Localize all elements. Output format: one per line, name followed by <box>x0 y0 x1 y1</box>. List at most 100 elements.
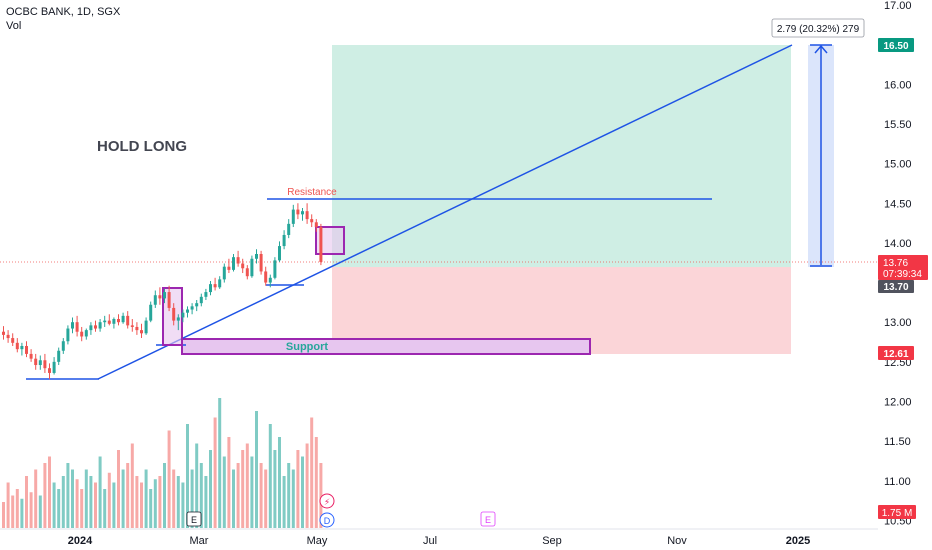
target-price-tag: 16.50 <box>878 38 914 52</box>
volume-bar <box>190 469 194 528</box>
candle-body <box>186 309 189 313</box>
candle-body <box>80 331 84 337</box>
last-price-tag: 13.76 07:39:34 <box>878 255 928 280</box>
candle-body <box>75 322 79 332</box>
measure-arrow-head <box>814 44 828 54</box>
volume-bar <box>167 430 171 528</box>
candle-body <box>287 223 291 235</box>
volume-bar <box>241 450 245 528</box>
volume-label: Vol <box>6 20 22 32</box>
volume-bar <box>66 463 70 528</box>
volume-bar <box>319 463 323 528</box>
volume-bar <box>25 476 28 528</box>
candle-body <box>34 358 38 366</box>
volume-bar <box>89 476 93 528</box>
earnings-marker-aug-label: E <box>485 515 491 525</box>
volume-bar <box>296 450 300 528</box>
earnings-marker-aug[interactable]: E <box>480 511 496 527</box>
volume-bar <box>186 424 189 528</box>
volume-bar <box>140 482 143 528</box>
volume-bar <box>80 489 84 528</box>
volume-bar <box>52 482 56 528</box>
candle-body <box>167 292 171 308</box>
volume-bar <box>84 469 88 528</box>
candle-body <box>20 345 24 350</box>
candle-body <box>232 257 235 270</box>
trend-line[interactable] <box>97 44 793 380</box>
measure-label-box <box>771 18 865 38</box>
volume-bar <box>181 482 185 528</box>
y-tick-label: 12.00 <box>884 397 912 409</box>
y-tick-label: 15.00 <box>884 159 912 171</box>
x-tick-label: Jul <box>423 535 437 547</box>
volume-bar <box>61 476 65 528</box>
last-price-text: 13.76 <box>883 258 908 269</box>
candle-body <box>29 353 33 359</box>
volume-bar <box>107 472 111 528</box>
split-marker[interactable]: ⚡ <box>319 493 335 509</box>
candle-body <box>117 319 120 323</box>
chart-header: OCBC BANK, 1D, SGX Vol <box>6 5 120 33</box>
volume-bar <box>98 456 102 528</box>
candle-body <box>181 312 185 318</box>
candle-body <box>126 315 130 326</box>
candle-body <box>2 331 5 335</box>
candle-body <box>255 254 258 259</box>
candle-body <box>245 268 249 277</box>
candle-body <box>121 315 125 323</box>
measure-label: 2.79 (20.32%) 279 <box>777 24 860 35</box>
stop-price-text: 12.61 <box>883 349 908 360</box>
dividend-marker[interactable]: D <box>319 512 335 528</box>
volume-bar <box>282 476 286 528</box>
candle-body <box>301 211 304 215</box>
candle-body <box>25 345 28 354</box>
candle-body <box>89 325 93 331</box>
earnings-marker-feb[interactable]: E <box>186 511 202 527</box>
candle-body <box>48 368 51 373</box>
volume-bar <box>48 456 51 528</box>
volume-bar <box>158 476 162 528</box>
candle-body <box>236 257 240 264</box>
candle-body <box>66 328 70 342</box>
volume-bar <box>94 482 97 528</box>
volume-bar <box>126 463 130 528</box>
volume-bar <box>264 469 268 528</box>
dividend-marker-label: D <box>324 516 331 526</box>
volume-bar <box>38 495 42 528</box>
volume-bar <box>227 437 231 528</box>
x-tick-label: 2025 <box>786 535 810 547</box>
x-tick-label: May <box>307 535 328 547</box>
split-marker-label: ⚡ <box>324 498 330 508</box>
earnings-marker-feb-label: E <box>191 515 197 525</box>
volume-bar <box>71 469 74 528</box>
candle-body <box>172 307 176 321</box>
support-box[interactable] <box>181 338 591 355</box>
candle-body <box>259 254 263 272</box>
volume-bar <box>57 489 61 528</box>
y-tick-label: 15.50 <box>884 119 912 131</box>
candle-body <box>38 360 42 366</box>
candles <box>2 203 323 380</box>
volume-bar <box>268 424 272 528</box>
volume-bar <box>11 495 15 528</box>
volume-bar <box>6 482 10 528</box>
candle-body <box>94 325 97 329</box>
symbol-title[interactable]: OCBC BANK, 1D, SGX <box>6 6 121 18</box>
candle-body <box>103 320 107 323</box>
volume-bar <box>218 398 222 528</box>
candle-body <box>278 246 281 261</box>
x-tick-label: 2024 <box>68 535 93 547</box>
hold-long-label: HOLD LONG <box>97 138 187 155</box>
countdown-text: 07:39:34 <box>883 269 922 280</box>
candle-body <box>268 277 272 283</box>
candle-body <box>190 306 194 310</box>
candle-body <box>163 292 166 299</box>
candle-body <box>15 342 19 350</box>
x-axis[interactable]: 2024 Mar May Jul Sep Nov 2025 <box>68 535 810 547</box>
candle-body <box>11 338 15 343</box>
candle-body <box>209 284 212 293</box>
volume-bar <box>2 502 5 528</box>
volume-tag: 1.75 M <box>878 505 916 519</box>
volume-bar <box>144 469 148 528</box>
